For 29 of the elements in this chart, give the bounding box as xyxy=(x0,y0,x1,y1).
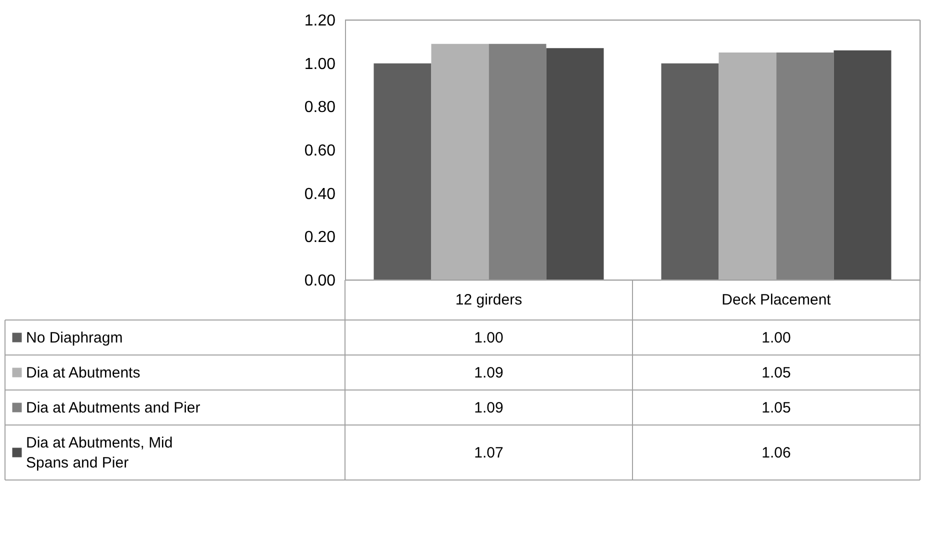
legend-label: Dia at Abutments xyxy=(26,364,140,382)
legend-label: Dia at Abutments and Pier xyxy=(26,400,200,416)
bar xyxy=(661,63,719,280)
bar xyxy=(488,44,546,280)
data-label: 1.07 xyxy=(474,444,504,462)
y-tick-label: 1.20 xyxy=(304,12,336,30)
data-label: 1.00 xyxy=(762,330,791,346)
data-label: 1.05 xyxy=(762,364,791,382)
legend-label: Dia at Abutments, Mid Spans and Pier xyxy=(26,434,173,472)
x-tick-label: 12 girders xyxy=(455,292,522,308)
y-tick-label: 1.00 xyxy=(304,56,336,73)
y-tick-label: 0.00 xyxy=(304,272,336,290)
data-label: 1.09 xyxy=(474,400,504,416)
x-tick-label: Deck Placement xyxy=(722,292,832,308)
bar xyxy=(834,50,892,280)
bar xyxy=(431,44,489,280)
y-tick-label: 0.80 xyxy=(304,99,336,116)
data-label: 1.09 xyxy=(474,364,504,382)
data-label: 1.05 xyxy=(762,400,791,416)
bar xyxy=(776,52,834,280)
data-label: 1.00 xyxy=(474,330,504,346)
y-tick-label: 0.20 xyxy=(304,229,336,246)
y-tick-label: 0.40 xyxy=(304,186,336,203)
bar xyxy=(718,52,776,280)
legend-label: No Diaphragm xyxy=(26,330,123,346)
bar xyxy=(374,63,432,280)
bar xyxy=(546,48,604,280)
y-tick-label: 0.60 xyxy=(304,142,336,160)
data-label: 1.06 xyxy=(762,444,791,462)
